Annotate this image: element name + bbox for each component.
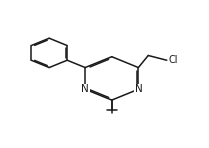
Text: N: N (81, 84, 89, 94)
Text: Cl: Cl (169, 55, 178, 65)
Text: N: N (135, 84, 142, 94)
